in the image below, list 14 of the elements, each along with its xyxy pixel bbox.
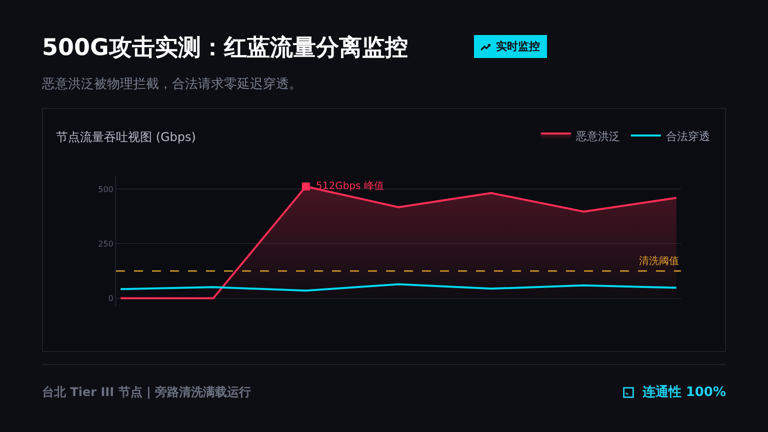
- chart-title: 500G攻击实测：红蓝流量分离监控: [42, 34, 408, 63]
- text: 连通性 100%: [642, 384, 726, 401]
- y-tick-label: 500: [98, 184, 114, 194]
- y-tick-label: 250: [98, 239, 114, 248]
- text: 节点流量吞吐视图 (Gbps): [56, 130, 196, 144]
- legend-label: 恶意洪泛: [574, 130, 620, 143]
- ref-line-label: 清洗阈值: [639, 255, 679, 267]
- annotation: 512Gbps 峰值: [316, 180, 384, 192]
- legend-label: 合法穿透: [666, 130, 710, 143]
- text: 实时监控: [496, 39, 540, 54]
- line-series: [120, 283, 678, 292]
- chart-subtitle: 恶意洪泛被物理拦截，合法请求零延迟穿透。: [42, 76, 302, 93]
- text: 台北 Tier III 节点 | 旁路清洗满载运行: [42, 384, 252, 401]
- y-tick-label: 0: [108, 294, 114, 304]
